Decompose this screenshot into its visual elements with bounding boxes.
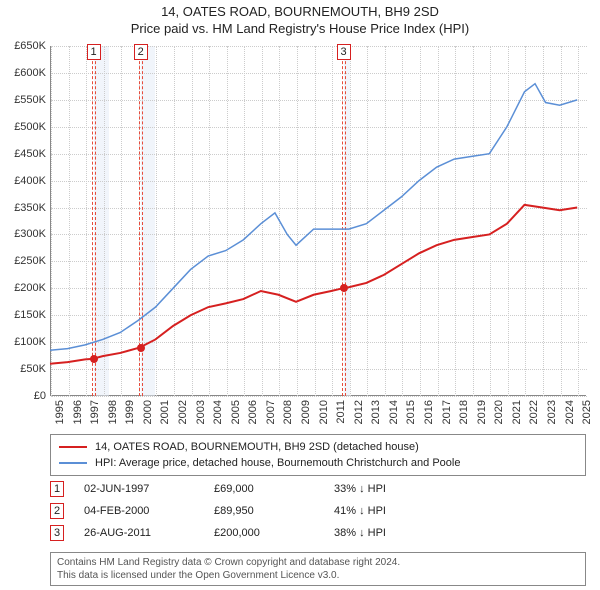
event-price: £69,000 [214, 483, 334, 495]
legend-swatch [59, 446, 87, 448]
event-price: £200,000 [214, 527, 334, 539]
event-marker: 1 [87, 44, 101, 60]
legend-swatch [59, 462, 87, 464]
y-axis-label: £100K [14, 336, 46, 348]
y-axis-label: £500K [14, 121, 46, 133]
legend-item: 14, OATES ROAD, BOURNEMOUTH, BH9 2SD (de… [59, 439, 577, 455]
event-row: 2 04-FEB-2000£89,95041% ↓ HPI [50, 500, 586, 522]
y-axis-label: £600K [14, 67, 46, 79]
legend-item: HPI: Average price, detached house, Bour… [59, 455, 577, 471]
event-number: 2 [50, 503, 64, 519]
title-block: 14, OATES ROAD, BOURNEMOUTH, BH9 2SD Pri… [0, 0, 600, 36]
x-axis-label: 2024 [564, 400, 576, 424]
event-marker: 3 [337, 44, 351, 60]
x-axis-label: 2022 [528, 400, 540, 424]
x-axis-label: 2011 [335, 400, 347, 424]
y-axis-label: £350K [14, 202, 46, 214]
event-marker: 2 [134, 44, 148, 60]
x-axis-label: 1996 [72, 400, 84, 424]
x-axis-label: 2009 [300, 400, 312, 424]
x-axis-label: 2006 [247, 400, 259, 424]
event-row: 1 02-JUN-1997£69,00033% ↓ HPI [50, 478, 586, 500]
x-axis-label: 2023 [546, 400, 558, 424]
y-axis-label: £50K [20, 363, 46, 375]
attribution-footer: Contains HM Land Registry data © Crown c… [50, 552, 586, 586]
y-axis-label: £550K [14, 94, 46, 106]
x-axis-label: 2019 [476, 400, 488, 424]
event-number: 1 [50, 481, 64, 497]
title-subtitle: Price paid vs. HM Land Registry's House … [0, 21, 600, 36]
title-address: 14, OATES ROAD, BOURNEMOUTH, BH9 2SD [0, 4, 600, 19]
y-axis-label: £300K [14, 228, 46, 240]
x-axis-label: 2010 [318, 400, 330, 424]
event-number: 3 [50, 525, 64, 541]
y-axis-label: £650K [14, 40, 46, 52]
chart-lines [50, 46, 586, 396]
x-axis-label: 2002 [177, 400, 189, 424]
series-hpi [50, 84, 577, 351]
x-axis-label: 2017 [441, 400, 453, 424]
x-axis-label: 2000 [142, 400, 154, 424]
data-point [137, 344, 145, 352]
x-axis-label: 2013 [370, 400, 382, 424]
x-axis-label: 2025 [581, 400, 593, 424]
x-axis-label: 2020 [493, 400, 505, 424]
y-axis-label: £200K [14, 282, 46, 294]
x-axis-label: 2005 [230, 400, 242, 424]
data-point [90, 355, 98, 363]
x-axis-label: 2014 [388, 400, 400, 424]
event-date: 04-FEB-2000 [84, 505, 214, 517]
event-price: £89,950 [214, 505, 334, 517]
x-axis-label: 2007 [265, 400, 277, 424]
x-axis-label: 2018 [458, 400, 470, 424]
events-table: 1 02-JUN-1997£69,00033% ↓ HPI 2 04-FEB-2000… [50, 478, 586, 544]
data-point [340, 284, 348, 292]
chart-area: 123 £0£50K£100K£150K£200K£250K£300K£350K… [50, 46, 586, 396]
legend: 14, OATES ROAD, BOURNEMOUTH, BH9 2SD (de… [50, 434, 586, 476]
legend-label: 14, OATES ROAD, BOURNEMOUTH, BH9 2SD (de… [95, 441, 419, 453]
x-axis-label: 2008 [282, 400, 294, 424]
x-axis-label: 1995 [54, 400, 66, 424]
x-axis-label: 2003 [195, 400, 207, 424]
x-axis-label: 2021 [511, 400, 523, 424]
event-row: 3 26-AUG-2011£200,00038% ↓ HPI [50, 522, 586, 544]
x-axis-label: 1997 [89, 400, 101, 424]
x-axis-label: 2001 [159, 400, 171, 424]
y-axis-label: £400K [14, 175, 46, 187]
event-date: 02-JUN-1997 [84, 483, 214, 495]
x-axis-label: 2015 [405, 400, 417, 424]
x-axis-label: 2012 [353, 400, 365, 424]
event-date: 26-AUG-2011 [84, 527, 214, 539]
x-axis-label: 1998 [107, 400, 119, 424]
x-axis-label: 2004 [212, 400, 224, 424]
y-axis-label: £0 [34, 390, 46, 402]
event-delta: 33% ↓ HPI [334, 483, 386, 495]
y-axis-label: £450K [14, 148, 46, 160]
event-delta: 38% ↓ HPI [334, 527, 386, 539]
footer-line: This data is licensed under the Open Gov… [57, 569, 579, 582]
x-axis-label: 1999 [124, 400, 136, 424]
x-axis-label: 2016 [423, 400, 435, 424]
chart-container: 14, OATES ROAD, BOURNEMOUTH, BH9 2SD Pri… [0, 0, 600, 590]
legend-label: HPI: Average price, detached house, Bour… [95, 457, 460, 469]
footer-line: Contains HM Land Registry data © Crown c… [57, 556, 579, 569]
y-axis-label: £150K [14, 309, 46, 321]
event-delta: 41% ↓ HPI [334, 505, 386, 517]
y-axis-label: £250K [14, 255, 46, 267]
